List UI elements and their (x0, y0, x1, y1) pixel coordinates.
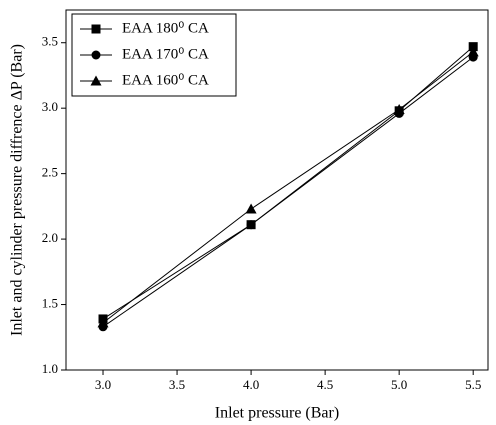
legend-label: EAA 160⁰ CA (122, 72, 209, 88)
legend-label: EAA 180⁰ CA (122, 20, 209, 36)
legend-marker (91, 50, 101, 60)
series-line (102, 46, 474, 320)
y-tick-label: 1.5 (42, 296, 58, 311)
x-axis-title: Inlet pressure (Bar) (215, 405, 339, 422)
y-tick-label: 1.0 (42, 361, 58, 376)
legend-marker (90, 75, 102, 86)
legend-label: EAA 170⁰ CA (122, 46, 209, 62)
y-tick-label: 2.0 (42, 230, 58, 245)
series-line (102, 51, 474, 324)
x-tick-label: 3.0 (95, 377, 111, 392)
data-point (467, 46, 479, 57)
data-point (97, 317, 109, 328)
legend-marker (91, 24, 101, 34)
y-tick-label: 2.5 (42, 165, 58, 180)
y-axis-title: Inlet and cylinder pressure diffrence ΔP… (9, 44, 26, 336)
y-tick-label: 3.0 (42, 99, 58, 114)
y-tick-label: 3.5 (42, 34, 58, 49)
data-point (246, 220, 256, 230)
series-line (102, 56, 474, 328)
x-tick-label: 4.0 (243, 377, 259, 392)
x-tick-label: 5.0 (391, 377, 407, 392)
plot-frame (65, 9, 489, 371)
data-point (393, 103, 405, 114)
data-point (245, 203, 257, 214)
x-tick-label: 5.5 (465, 377, 481, 392)
x-tick-label: 4.5 (317, 377, 333, 392)
x-tick-label: 3.5 (169, 377, 185, 392)
